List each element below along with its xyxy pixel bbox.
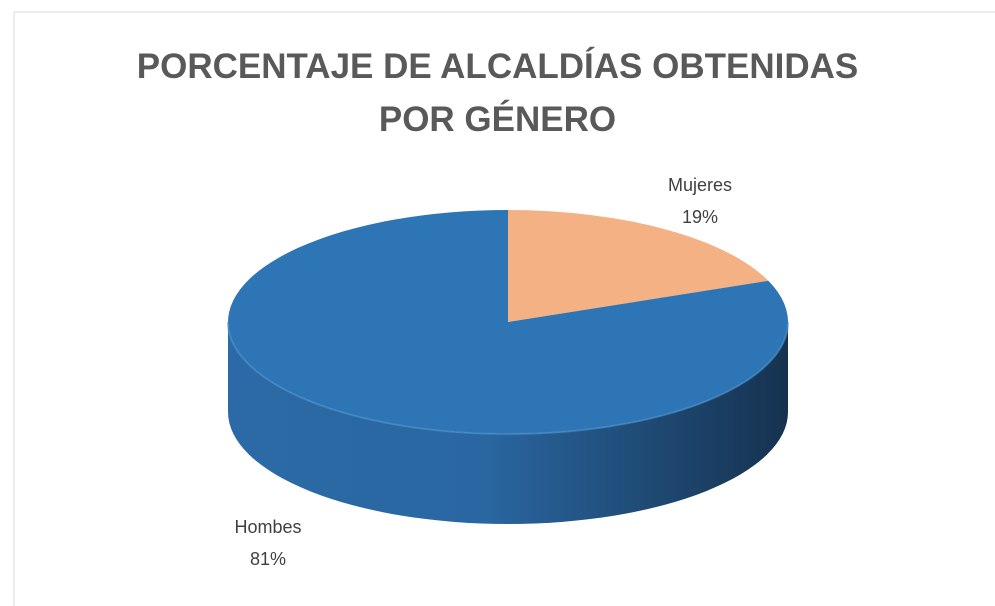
pie-side (228, 322, 788, 524)
chart-title: PORCENTAJE DE ALCALDÍAS OBTENIDAS POR GÉ… (136, 47, 859, 139)
pie-rim (227, 321, 789, 435)
data-label-name: Hombes (234, 517, 301, 537)
data-label-value: 81% (250, 549, 286, 569)
data-label-name: Mujeres (668, 175, 732, 195)
pie-slice (508, 210, 769, 322)
chart-frame (13, 11, 995, 606)
pie-slice (227, 210, 788, 434)
data-label-value: 19% (682, 207, 718, 227)
